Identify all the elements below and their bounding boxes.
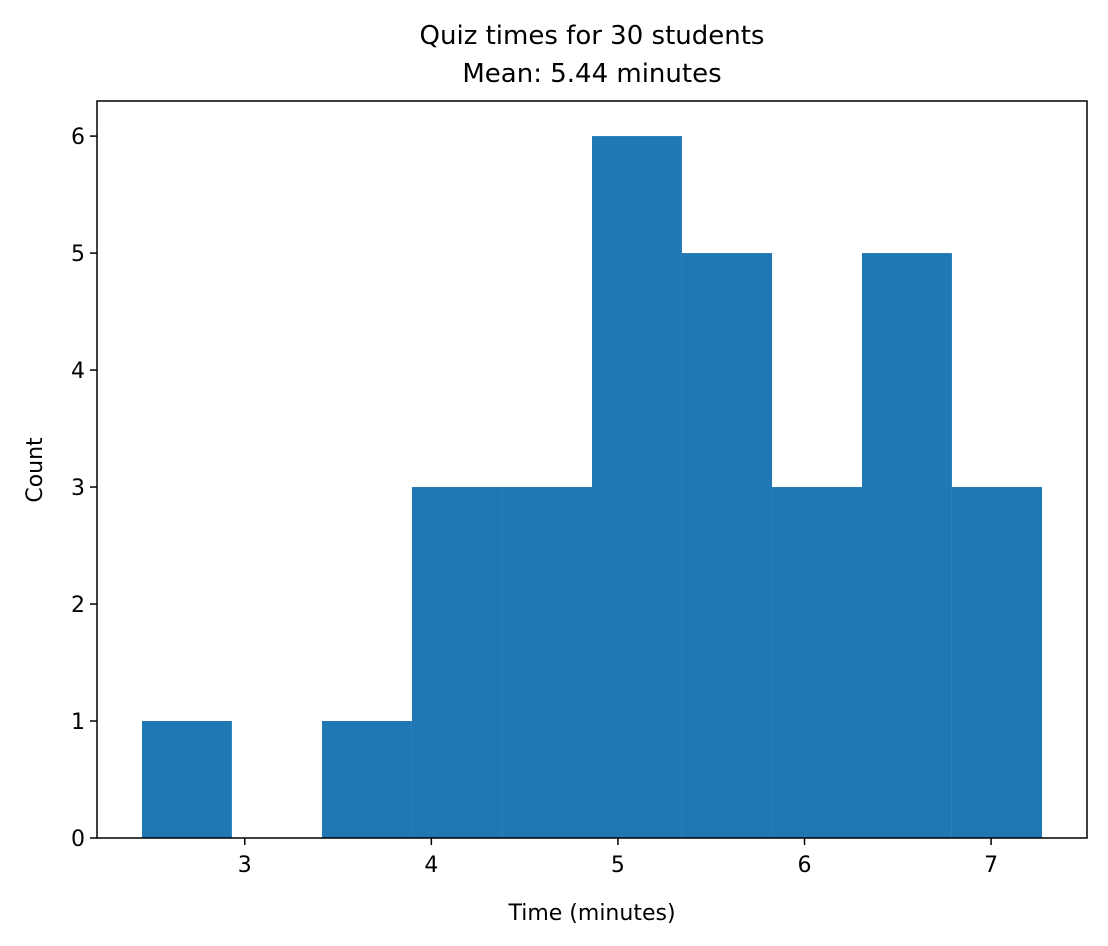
y-tick-label: 6 (71, 125, 85, 150)
x-tick-label: 7 (984, 853, 998, 878)
bar (772, 487, 862, 838)
y-tick-label: 2 (71, 593, 85, 618)
y-tick-label: 3 (71, 476, 85, 501)
bar (322, 721, 412, 838)
bar (861, 253, 952, 839)
chart-title: Quiz times for 30 students (420, 21, 765, 51)
bar (141, 721, 232, 838)
bar (411, 487, 503, 838)
x-tick-label: 3 (238, 853, 252, 878)
y-axis-label: Count (23, 437, 48, 503)
plot-frame (96, 100, 1088, 839)
y-tick-label: 0 (71, 827, 85, 852)
chart-subtitle: Mean: 5.44 minutes (462, 59, 721, 89)
bar (681, 253, 773, 839)
x-tick-label: 6 (798, 853, 812, 878)
bar (951, 487, 1043, 838)
bar (502, 487, 592, 838)
y-tick-label: 4 (71, 359, 85, 384)
x-tick-label: 4 (424, 853, 438, 878)
x-tick-label: 5 (611, 853, 625, 878)
y-tick-label: 1 (71, 710, 85, 735)
x-axis-label: Time (minutes) (507, 901, 675, 926)
bar (592, 136, 682, 839)
y-tick-label: 5 (71, 242, 85, 267)
